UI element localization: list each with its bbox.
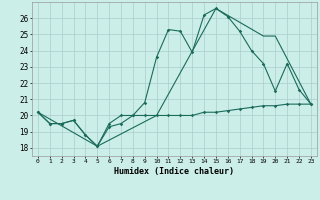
X-axis label: Humidex (Indice chaleur): Humidex (Indice chaleur) — [115, 167, 234, 176]
